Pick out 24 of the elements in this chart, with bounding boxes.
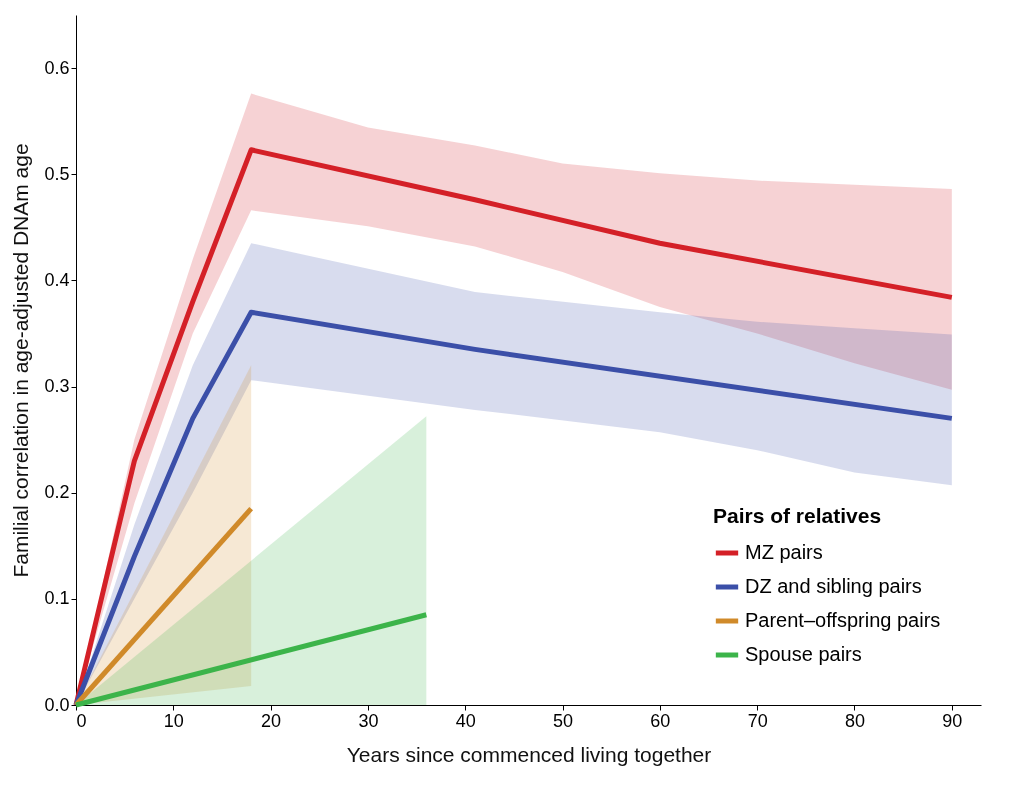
y-tick-label: 0.4 xyxy=(44,269,70,290)
legend-label: DZ and sibling pairs xyxy=(745,575,922,597)
x-tick-label: 60 xyxy=(650,710,671,731)
x-tick-label: 0 xyxy=(76,710,87,731)
y-tick-label: 0.1 xyxy=(44,588,70,609)
y-tick-label: 0.5 xyxy=(44,163,70,184)
y-axis-title: Familial correlation in age-adjusted DNAm age xyxy=(9,143,33,578)
x-tick-label: 70 xyxy=(747,710,768,731)
x-axis-title: Years since commenced living together xyxy=(346,742,712,766)
legend-label: MZ pairs xyxy=(745,541,823,563)
y-tick-label: 0.3 xyxy=(44,376,70,397)
y-tick-label: 0.2 xyxy=(44,482,70,503)
legend-label: Parent–offspring pairs xyxy=(745,609,941,631)
legend-label: Spouse pairs xyxy=(745,643,862,665)
x-tick-label: 20 xyxy=(261,710,282,731)
x-tick-label: 30 xyxy=(358,710,379,731)
x-tick-label: 90 xyxy=(942,710,963,731)
x-tick-label: 80 xyxy=(844,710,866,731)
x-tick-label: 10 xyxy=(163,710,184,731)
x-tick-label: 40 xyxy=(455,710,476,731)
y-tick-label: 0.6 xyxy=(44,57,70,78)
x-tick-label: 50 xyxy=(553,710,574,731)
legend-title: Pairs of relatives xyxy=(713,504,882,527)
y-tick-label: 0.0 xyxy=(44,694,70,715)
